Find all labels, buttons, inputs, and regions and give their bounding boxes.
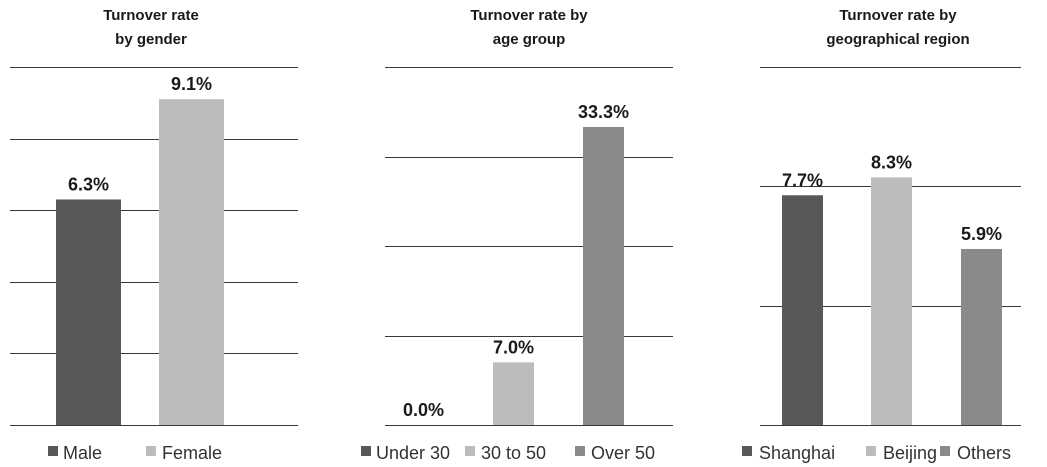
legend-swatch <box>465 446 475 456</box>
legend-label: Under 30 <box>376 443 450 463</box>
data-label: 0.0% <box>403 400 444 420</box>
bar-others <box>961 248 1002 425</box>
chart-title-line: geographical region <box>826 31 969 48</box>
legend-swatch <box>361 446 371 456</box>
data-label: 6.3% <box>68 174 109 194</box>
legend-swatch <box>742 446 752 456</box>
chart-title-line: age group <box>493 31 566 48</box>
bar-male <box>56 199 121 425</box>
bar-over-50 <box>583 126 624 425</box>
chart-title-line: Turnover rate <box>103 7 199 24</box>
data-label: 7.0% <box>493 337 534 357</box>
bar-30-to-50 <box>493 362 534 425</box>
chart-title-line: Turnover rate by <box>470 7 588 24</box>
legend-swatch <box>48 446 58 456</box>
legend-label: Female <box>162 443 222 463</box>
legend-swatch <box>575 446 585 456</box>
chart-panel-1: Turnover rate by gender 6.3% 9.1% Male Female <box>10 7 298 463</box>
chart-title-line: by gender <box>115 31 187 48</box>
bar-shanghai <box>782 195 823 425</box>
data-label: 8.3% <box>871 152 912 172</box>
data-label: 33.3% <box>578 102 629 122</box>
legend-label: Others <box>957 443 1011 463</box>
legend-label: 30 to 50 <box>481 443 546 463</box>
bar-beijing <box>871 177 912 425</box>
legend-label: Over 50 <box>591 443 655 463</box>
data-label: 7.7% <box>782 170 823 190</box>
legend-swatch <box>146 446 156 456</box>
legend-swatch <box>940 446 950 456</box>
chart-panel-2: Turnover rate by age group 0.0% 7.0% 33.3% Un… <box>361 7 673 463</box>
legend-swatch <box>866 446 876 456</box>
bar-female <box>159 99 224 425</box>
legend-label: Shanghai <box>759 443 835 463</box>
chart-panel-3: Turnover rate by geographical region 7.7% 8… <box>742 7 1021 463</box>
data-label: 9.1% <box>171 74 212 94</box>
data-label: 5.9% <box>961 224 1002 244</box>
legend-label: Beijing <box>883 443 937 463</box>
chart-title-line: Turnover rate by <box>839 7 957 24</box>
legend-label: Male <box>63 443 102 463</box>
